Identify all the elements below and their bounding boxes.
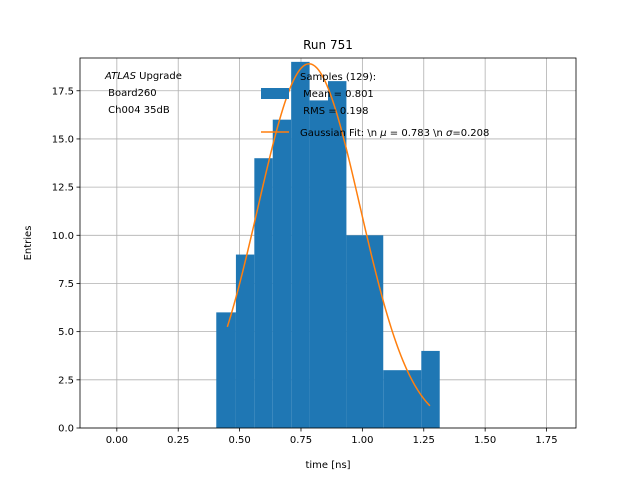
legend-histogram-line-3: RMS = 0.198 bbox=[300, 106, 368, 117]
annotation-line-1: ATLAS Upgrade bbox=[104, 71, 182, 82]
histogram-bar bbox=[346, 235, 384, 428]
legend: Samples (129): Mean = 0.801 RMS = 0.198 … bbox=[261, 72, 489, 139]
x-axis-ticks: 0.00 0.25 0.50 0.75 1.00 1.25 1.50 1.75 bbox=[106, 428, 558, 446]
histogram-bar bbox=[328, 81, 347, 428]
annotation-line-3: Ch004 35dB bbox=[105, 105, 170, 116]
x-tick-label: 0.00 bbox=[106, 435, 128, 446]
histogram-bar bbox=[216, 312, 236, 428]
y-tick-label: 5.0 bbox=[58, 327, 74, 338]
histogram-bar bbox=[383, 370, 422, 428]
histogram-bars bbox=[216, 61, 440, 429]
histogram-bar bbox=[421, 350, 440, 428]
plot-frame bbox=[79, 57, 577, 429]
y-tick-label: 7.5 bbox=[58, 279, 74, 290]
gaussian-fit-line bbox=[226, 63, 431, 407]
legend-histogram-line-2: Mean = 0.801 bbox=[300, 89, 374, 100]
chart-title: Run 751 bbox=[303, 38, 353, 52]
x-tick-label: 1.25 bbox=[413, 435, 435, 446]
legend-fit-label: Gaussian Fit: \n μ = 0.783 \n σ=0.208 bbox=[300, 128, 489, 139]
y-tick-label: 15.0 bbox=[52, 134, 74, 145]
y-tick-label: 0.0 bbox=[58, 424, 74, 435]
legend-histogram-line-1: Samples (129): bbox=[300, 72, 376, 83]
legend-histogram-swatch bbox=[261, 88, 289, 99]
x-axis-label: time [ns] bbox=[305, 460, 350, 471]
x-tick-label: 0.25 bbox=[167, 435, 189, 446]
annotation-atlas: ATLAS bbox=[104, 71, 137, 82]
histogram-bar bbox=[309, 100, 328, 428]
y-tick-label: 2.5 bbox=[58, 375, 74, 386]
histogram-bar bbox=[235, 254, 255, 428]
annotation-line-2: Board260 bbox=[105, 88, 157, 99]
y-tick-label: 12.5 bbox=[52, 183, 74, 194]
x-tick-label: 1.75 bbox=[535, 435, 557, 446]
x-tick-label: 1.50 bbox=[474, 435, 496, 446]
atlas-annotation: ATLAS Upgrade Board260 Ch004 35dB bbox=[104, 71, 182, 116]
y-tick-label: 10.0 bbox=[52, 231, 74, 242]
x-tick-label: 0.75 bbox=[290, 435, 312, 446]
y-axis-label: Entries bbox=[23, 226, 34, 261]
histogram-bar bbox=[272, 119, 292, 429]
histogram-bar bbox=[254, 158, 273, 429]
annotation-upgrade: Upgrade bbox=[136, 71, 182, 82]
y-axis-ticks: 0.0 2.5 5.0 7.5 10.0 12.5 15.0 17.5 bbox=[52, 86, 80, 435]
y-tick-label: 17.5 bbox=[52, 86, 74, 97]
x-tick-label: 0.50 bbox=[228, 435, 250, 446]
x-tick-label: 1.00 bbox=[351, 435, 373, 446]
histogram-bar bbox=[291, 61, 310, 429]
